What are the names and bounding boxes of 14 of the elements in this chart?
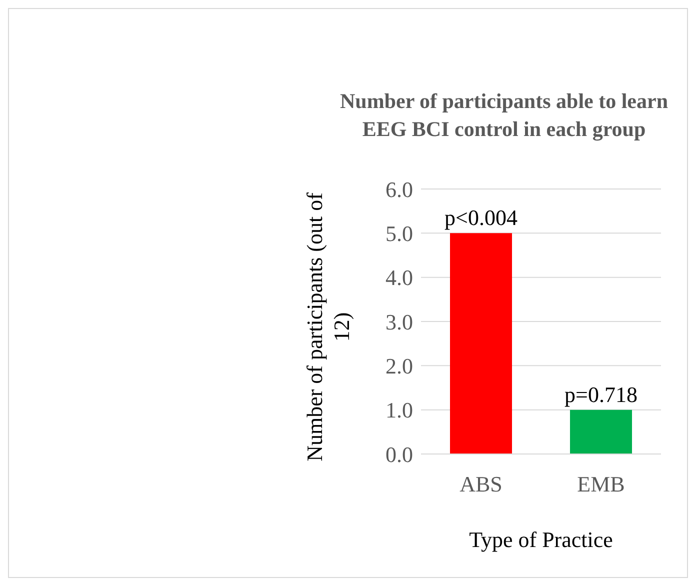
y-tick-label: 5.0 [386, 220, 413, 246]
y-axis-title: Number of participants (out of 12) [301, 192, 355, 464]
y-tick-label: 0.0 [386, 442, 413, 467]
x-axis-title: Type of Practice [469, 527, 613, 552]
y-tick-label: 2.0 [386, 353, 413, 378]
chart-title: Number of participants able to learn EEG BCI control in each group [339, 88, 669, 143]
y-tick-label: 3.0 [386, 309, 413, 334]
annotation: p=0.718 [564, 382, 638, 407]
y-tick-label: 1.0 [386, 398, 413, 423]
x-tick-label: ABS [460, 472, 502, 497]
y-tick-label: 6.0 [386, 176, 413, 202]
annotation: p<0.004 [444, 205, 518, 230]
x-tick-label: EMB [577, 472, 625, 497]
y-tick-label: 4.0 [386, 265, 413, 290]
